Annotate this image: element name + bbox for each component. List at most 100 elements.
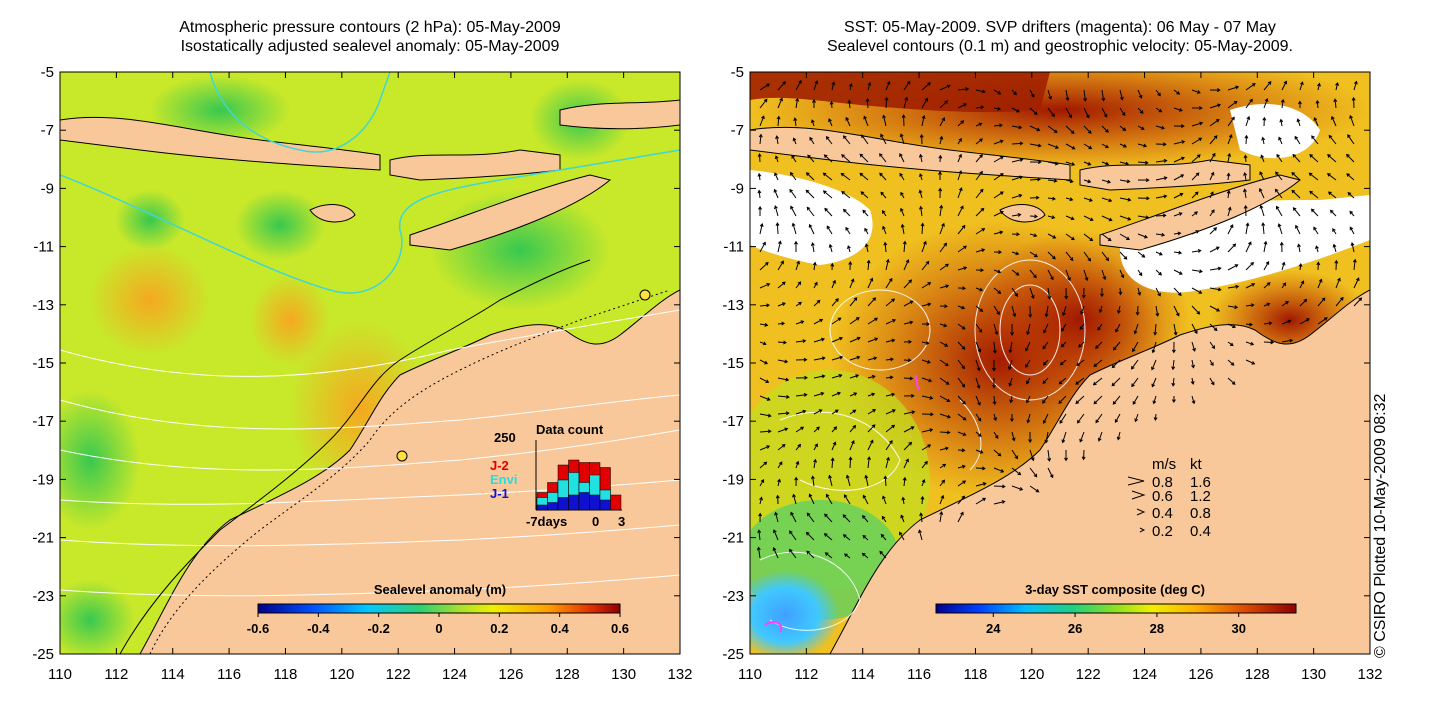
velocity-vector xyxy=(759,359,768,365)
velocity-vector xyxy=(1029,160,1042,165)
velocity-vector xyxy=(903,80,911,91)
velocity-vector xyxy=(1011,485,1024,491)
velocity-vector xyxy=(777,427,789,433)
velocity-vector xyxy=(795,260,801,271)
tide-gauge-marker[interactable] xyxy=(639,289,651,301)
left-y-tick-label: -5 xyxy=(41,64,54,81)
velocity-vector xyxy=(900,223,905,235)
velocity-vector xyxy=(759,377,770,384)
inset-bars xyxy=(536,459,622,511)
velocity-vector xyxy=(939,430,951,435)
velocity-vector xyxy=(812,261,817,271)
velocity-vector xyxy=(849,336,861,343)
left-x-tick-label: 112 xyxy=(104,666,128,683)
velocity-vector xyxy=(1263,240,1268,253)
velocity-vector xyxy=(795,79,802,91)
velocity-vector xyxy=(828,243,833,253)
velocity-vector xyxy=(1299,280,1305,289)
velocity-vector xyxy=(879,153,887,163)
velocity-vector xyxy=(1101,269,1107,281)
velocity-vector xyxy=(861,552,869,559)
velocity-vector xyxy=(903,259,910,271)
velocity-vector xyxy=(902,240,907,253)
velocity-vector xyxy=(1044,431,1049,444)
velocity-vector xyxy=(1328,134,1337,145)
velocity-vector xyxy=(921,82,931,91)
velocity-vector xyxy=(1029,107,1038,116)
velocity-vector xyxy=(843,553,851,559)
velocity-vector xyxy=(1011,287,1019,297)
velocity-vector xyxy=(1047,125,1058,133)
velocity-vector xyxy=(1132,341,1139,353)
right-y-tick-label: -13 xyxy=(722,297,744,314)
tide-gauge-marker[interactable] xyxy=(396,450,408,462)
velocity-vector xyxy=(957,245,967,253)
velocity-vector xyxy=(1093,395,1103,405)
velocity-vector xyxy=(1029,233,1038,238)
velocity-vector xyxy=(1280,98,1285,109)
velocity-vector xyxy=(903,410,916,415)
velocity-vector xyxy=(1025,341,1031,352)
velocity-vector xyxy=(939,323,948,328)
velocity-vector xyxy=(885,258,890,271)
velocity-vector xyxy=(848,261,853,271)
velocity-vector xyxy=(957,87,970,92)
velocity-vector xyxy=(1011,251,1020,256)
velocity-vector xyxy=(993,287,1002,294)
velocity-vector xyxy=(777,359,789,364)
velocity-vector xyxy=(759,445,771,451)
velocity-vector xyxy=(805,172,815,181)
histogram-bar-j1 xyxy=(589,494,601,511)
velocity-vector xyxy=(791,222,797,235)
velocity-vector xyxy=(993,413,998,422)
velocity-vector xyxy=(813,374,826,379)
right-y-tick-label: -9 xyxy=(731,180,744,197)
velocity-vector xyxy=(1227,85,1240,91)
velocity-vector xyxy=(795,375,808,380)
velocity-vector xyxy=(1191,269,1203,274)
velocity-vector xyxy=(957,305,966,310)
velocity-vector xyxy=(759,241,766,253)
velocity-vector xyxy=(957,205,964,217)
sla-low-blob xyxy=(115,190,185,250)
velocity-vector xyxy=(1209,341,1216,350)
velocity-vector xyxy=(1261,136,1266,145)
velocity-vector xyxy=(777,281,786,289)
velocity-vector xyxy=(866,259,871,271)
velocity-vector xyxy=(1065,233,1075,241)
velocity-vector xyxy=(957,495,966,505)
velocity-ms-row: 0.4 xyxy=(1152,505,1173,522)
velocity-vector xyxy=(777,97,783,109)
velocity-vector xyxy=(849,424,857,433)
velocity-vector xyxy=(789,548,797,559)
velocity-vector xyxy=(1299,298,1308,307)
velocity-vector xyxy=(792,137,797,145)
velocity-vector xyxy=(919,512,924,523)
velocity-vector xyxy=(1311,135,1319,145)
velocity-vector xyxy=(1011,89,1017,96)
velocity-arrow-icon xyxy=(1131,490,1146,500)
right-x-tick-label: 126 xyxy=(1188,666,1213,683)
velocity-vector xyxy=(1101,197,1113,203)
velocity-vector xyxy=(1065,215,1075,221)
velocity-vector xyxy=(1173,305,1180,317)
velocity-vector xyxy=(1083,161,1092,166)
velocity-vector xyxy=(1298,263,1303,271)
velocity-vector xyxy=(1065,269,1071,282)
velocity-vector xyxy=(1065,197,1074,202)
velocity-vector xyxy=(975,395,981,406)
velocity-vector xyxy=(1047,449,1052,462)
velocity-vector xyxy=(957,448,966,453)
velocity-vector xyxy=(867,297,877,307)
velocity-vector xyxy=(1297,243,1301,253)
velocity-vector xyxy=(903,458,909,469)
velocity-vector xyxy=(901,114,906,127)
velocity-vector xyxy=(1349,114,1355,127)
velocity-vector xyxy=(1137,196,1150,201)
velocity-vector xyxy=(1026,395,1031,404)
velocity-vector xyxy=(1245,222,1250,235)
velocity-vector xyxy=(1137,160,1149,165)
velocity-vector xyxy=(1335,296,1344,307)
velocity-vector xyxy=(957,464,966,469)
velocity-vector xyxy=(1058,395,1067,404)
